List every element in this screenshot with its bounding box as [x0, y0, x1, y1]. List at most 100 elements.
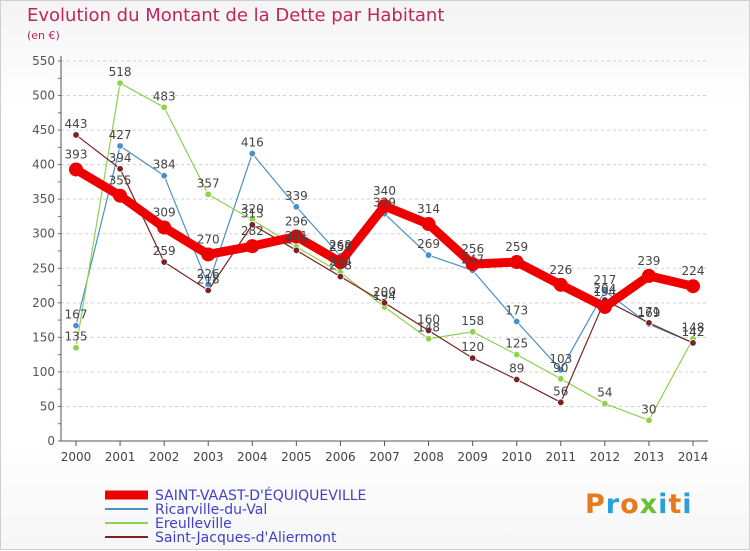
x-tick-label: 2011	[546, 450, 577, 464]
data-point	[686, 279, 700, 294]
data-point	[645, 416, 653, 424]
data-point	[641, 268, 656, 283]
y-tick-label: 500	[32, 89, 55, 103]
y-tick-label: 250	[32, 261, 55, 275]
data-label: 259	[329, 240, 352, 254]
data-point	[380, 299, 389, 307]
data-point	[72, 321, 80, 330]
y-tick-label: 350	[32, 192, 55, 206]
data-point	[557, 398, 565, 407]
y-tick-label: 0	[47, 434, 55, 448]
data-label: 339	[285, 189, 308, 203]
data-label: 148	[417, 321, 440, 335]
data-label: 340	[373, 184, 396, 198]
x-tick-label: 2003	[193, 450, 224, 464]
data-label: 238	[329, 259, 352, 273]
y-tick-label: 550	[32, 54, 55, 68]
logo-letter: x	[639, 489, 659, 520]
x-tick-label: 2005	[281, 450, 312, 464]
data-label: 125	[505, 337, 528, 351]
data-label: 103	[549, 352, 572, 366]
data-point	[509, 255, 524, 270]
x-tick-label: 2002	[149, 450, 180, 464]
data-label: 244	[329, 254, 352, 268]
data-label: 314	[417, 202, 440, 216]
data-label: 270	[197, 232, 220, 246]
data-point	[465, 257, 480, 272]
data-label: 518	[109, 65, 132, 79]
data-label: 259	[153, 244, 176, 258]
data-label: 309	[153, 206, 176, 220]
data-point	[421, 217, 436, 232]
data-point	[292, 203, 301, 211]
data-label: 194	[593, 285, 616, 299]
data-point	[601, 287, 609, 295]
x-tick-label: 2001	[105, 450, 136, 464]
data-label: 313	[241, 207, 264, 221]
x-tick-label: 2000	[61, 450, 92, 464]
x-tick-label: 2010	[501, 450, 532, 464]
logo-letter: P	[585, 489, 606, 520]
data-point	[160, 103, 168, 111]
data-label: 226	[549, 263, 572, 277]
data-label: 158	[461, 314, 484, 328]
data-point	[248, 221, 256, 229]
data-label: 135	[65, 330, 88, 344]
data-label: 247	[461, 252, 484, 266]
proxiti-logo: Proxiti	[585, 489, 693, 520]
data-label: 296	[285, 214, 308, 228]
data-label: 384	[153, 158, 176, 172]
data-point	[513, 350, 521, 359]
data-point	[424, 335, 433, 343]
data-label: 142	[682, 325, 705, 339]
data-label: 393	[65, 147, 88, 161]
data-point	[557, 375, 565, 383]
data-label: 282	[241, 224, 264, 238]
data-point	[69, 162, 83, 177]
legend-label: SAINT-VAAST-D'ÉQUIQUEVILLE	[155, 487, 366, 504]
data-label: 217	[593, 273, 616, 287]
data-label: 54	[597, 386, 612, 400]
data-label: 443	[65, 117, 88, 131]
data-label: 226	[197, 267, 220, 281]
y-tick-label: 50	[40, 399, 55, 413]
data-label: 259	[505, 240, 528, 254]
logo-letter: o	[620, 489, 640, 520]
data-label: 142	[682, 325, 705, 339]
axes: 0 50 100 150 200 250 300 350 400 450 500 550 2000 200…	[32, 54, 708, 464]
data-label: 90	[553, 361, 568, 375]
data-label: 218	[197, 272, 220, 286]
data-label: 167	[65, 308, 88, 322]
legend-label: Saint-Jacques-d'Aliermont	[155, 530, 337, 546]
data-point	[116, 79, 124, 87]
data-label: 239	[637, 254, 660, 268]
y-tick-label: 300	[32, 227, 55, 241]
data-point	[513, 375, 521, 384]
data-label: 268	[329, 238, 352, 252]
series-group	[69, 79, 700, 424]
x-tick-label: 2008	[413, 450, 444, 464]
data-point	[468, 354, 477, 362]
data-point	[72, 131, 80, 139]
data-point	[201, 247, 216, 262]
data-point	[160, 171, 168, 180]
data-label: 355	[109, 174, 132, 188]
data-point	[116, 165, 124, 173]
legend-label: Ricarville-du-Val	[155, 502, 267, 518]
data-point	[468, 328, 477, 336]
data-label: 281	[285, 229, 308, 243]
x-tick-label: 2012	[590, 450, 621, 464]
data-point	[248, 149, 256, 158]
chart-title: Evolution du Montant de la Dette par Hab…	[27, 5, 445, 26]
data-point	[645, 319, 653, 327]
data-label: 30	[641, 402, 656, 416]
data-labels: 1674273842264163392683292692471731032171…	[65, 65, 705, 416]
x-tick-label: 2013	[634, 450, 665, 464]
data-point	[377, 199, 392, 214]
data-label: 320	[241, 202, 264, 216]
x-tick-label: 2004	[237, 450, 268, 464]
data-label: 148	[682, 321, 705, 335]
y-tick-label: 200	[32, 296, 55, 310]
logo-letter: t	[668, 489, 683, 520]
